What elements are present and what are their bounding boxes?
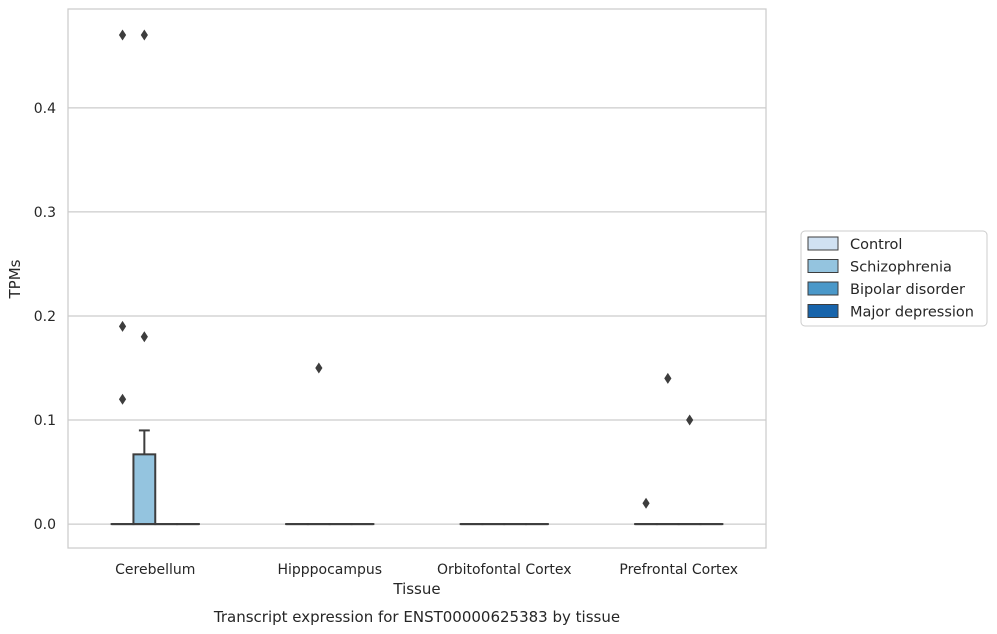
plot-frame — [67, 8, 767, 549]
legend-label: Schizophrenia — [850, 260, 952, 276]
outlier-point — [140, 29, 148, 41]
y-axis-title: TPMs — [6, 259, 24, 299]
outlier-point — [686, 414, 694, 426]
outlier-points — [118, 29, 694, 509]
legend-frame — [800, 230, 988, 327]
outlier-point — [118, 393, 127, 405]
x-tick-label: Prefrontal Cortex — [619, 562, 738, 578]
legend-label: Major depression — [850, 305, 974, 321]
outlier-point — [118, 29, 127, 41]
y-tick-label: 0.3 — [34, 205, 56, 221]
outlier-point — [664, 372, 672, 384]
legend-swatch — [807, 259, 839, 273]
y-tick-label: 0.4 — [34, 101, 56, 117]
x-tick-label: Orbitofontal Cortex — [437, 562, 572, 578]
legend-swatch — [807, 281, 839, 296]
outlier-point — [315, 362, 323, 374]
legend: Control Schizophrenia Bipolar disorder Majo… — [800, 230, 988, 327]
chart-caption: Transcript expression for ENST0000062538… — [213, 608, 620, 626]
x-tick-label: Cerebellum — [115, 562, 195, 578]
legend-swatch — [807, 304, 839, 318]
x-tick-labels: Cerebellum Hipppocampus Orbitofontal Corte… — [115, 562, 738, 578]
y-tick-label: 0.2 — [34, 309, 56, 325]
outlier-point — [642, 497, 650, 509]
boxes — [110, 429, 724, 526]
legend-label: Control — [850, 237, 902, 253]
x-tick-label: Hipppocampus — [277, 562, 382, 578]
y-tick-labels: 0.0 0.1 0.2 0.3 0.4 — [34, 101, 56, 533]
box-iqr — [132, 453, 157, 526]
y-tick-label: 0.1 — [34, 413, 56, 429]
y-tick-label: 0.0 — [34, 517, 56, 533]
box-schizophrenia — [132, 429, 157, 526]
outlier-point — [140, 331, 148, 343]
outlier-point — [118, 320, 127, 332]
legend-swatch — [807, 236, 839, 251]
x-axis-title: Tissue — [392, 580, 440, 598]
legend-label: Bipolar disorder — [850, 282, 965, 298]
